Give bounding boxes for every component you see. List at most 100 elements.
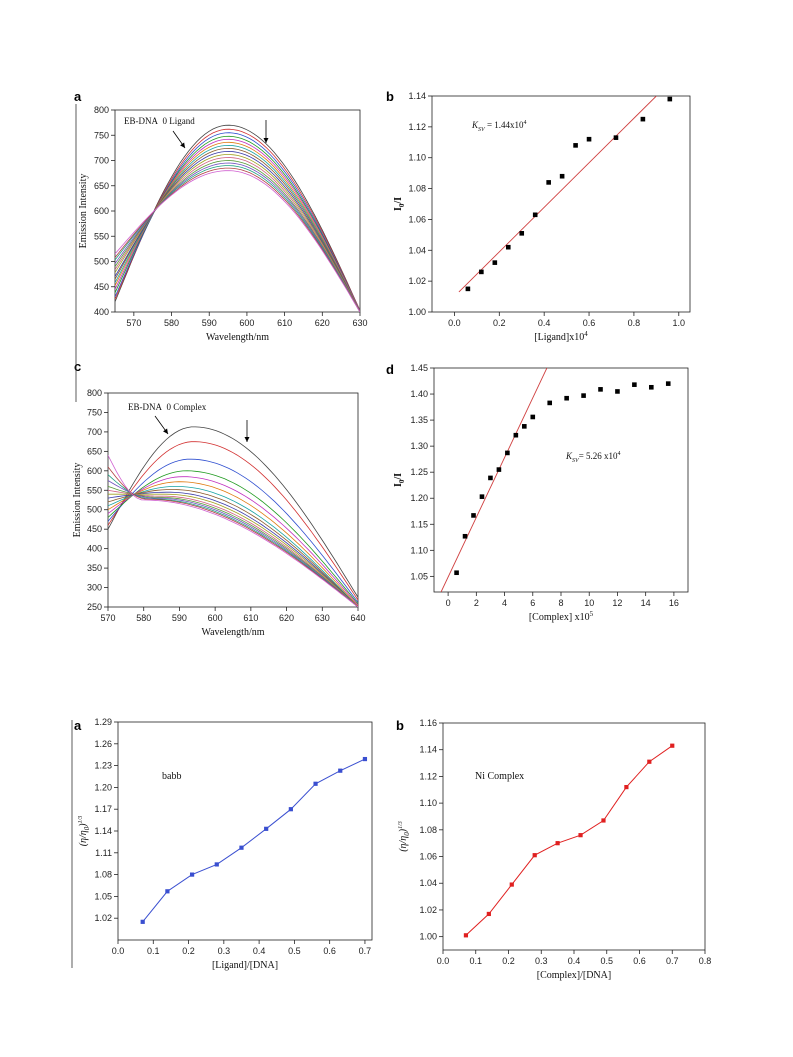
y-tick-label: 1.00 (419, 932, 437, 942)
y-tick-label: 1.02 (94, 913, 112, 923)
y-tick-label: 500 (87, 505, 102, 515)
data-point (613, 135, 619, 140)
spectrum-curve-6 (108, 481, 358, 607)
data-point (649, 384, 654, 390)
spectrum-curve-10 (108, 493, 358, 607)
y-tick-label: 250 (87, 602, 102, 612)
y-tick-label: 1.04 (419, 878, 437, 888)
x-tick-label: 610 (277, 318, 292, 328)
data-point (647, 759, 652, 764)
spectrum-curve-4 (108, 470, 358, 605)
x-tick-label: 0.5 (288, 946, 301, 956)
x-tick-label: 0.8 (699, 956, 712, 966)
plot-frame (117, 721, 373, 941)
panel-letter: a (74, 718, 82, 733)
y-tick-label: 450 (94, 282, 109, 292)
y-tick-label: 1.45 (410, 363, 428, 373)
y-tick-label: 1.14 (408, 91, 426, 101)
chart-annotation: KSV = 1.44x104 (471, 120, 527, 133)
data-point (598, 387, 603, 392)
fit-line (440, 368, 548, 592)
data-point (532, 853, 537, 858)
x-tick-label: 0.2 (502, 956, 515, 966)
data-point (665, 381, 671, 386)
data-point (264, 826, 269, 831)
x-tick-label: 0.2 (493, 318, 506, 328)
x-tick-label: 0.7 (666, 956, 679, 966)
data-point (471, 513, 476, 518)
chart-annotation: KSV= 5.26 x104 (565, 451, 621, 464)
data-point (624, 784, 629, 790)
spectrum-curve-4 (115, 135, 360, 312)
plot-frame (431, 95, 691, 313)
x-tick-label: 0.6 (633, 956, 646, 966)
data-point (288, 807, 293, 812)
data-point (465, 286, 471, 292)
data-point (509, 882, 514, 887)
y-tick-label: 1.00 (408, 307, 426, 317)
spectrum-curve-8 (108, 489, 358, 607)
chart-panel-e: 0.0 0.1 0.2 0.3 0.4 0.5 0.6 0.7 1.02 1.05 1.08 1.11… (74, 717, 373, 971)
x-axis-label: [Complex] x105 (529, 610, 594, 623)
x-tick-label: 0.0 (112, 946, 125, 956)
x-tick-label: 630 (352, 318, 367, 328)
y-tick-label: 600 (87, 466, 102, 476)
y-tick-label: 550 (87, 485, 102, 495)
data-point (313, 781, 318, 786)
data-point (555, 841, 560, 846)
y-axis-label: Emission Intensity (72, 463, 83, 538)
chart-annotation: Ni Complex (475, 771, 524, 782)
y-axis-label: (η/η0)1/3 (78, 816, 91, 847)
trend-arrow-head (263, 138, 269, 143)
data-point (532, 212, 538, 218)
data-point (479, 494, 485, 499)
spectrum-curve-13 (108, 480, 358, 607)
spectrum-curve-2 (108, 441, 358, 601)
x-tick-label: 0.4 (538, 318, 551, 328)
x-tick-label: 600 (239, 318, 254, 328)
spectrum-curve-6 (115, 141, 360, 312)
x-tick-label: 630 (315, 613, 330, 623)
data-point (492, 260, 498, 265)
panel-letter: c (74, 359, 81, 374)
data-point (522, 424, 527, 429)
x-tick-label: 0.8 (628, 318, 641, 328)
x-axis-label: Wavelength/nm (206, 332, 269, 343)
y-tick-label: 1.35 (410, 415, 428, 425)
x-tick-label: 570 (126, 318, 141, 328)
y-tick-label: 1.08 (94, 870, 112, 880)
spectrum-curve-11 (108, 489, 358, 607)
y-tick-label: 1.10 (419, 798, 437, 808)
y-tick-label: 1.25 (410, 467, 428, 477)
data-point (454, 570, 459, 576)
y-tick-label: 1.05 (410, 571, 428, 581)
x-tick-label: 590 (172, 613, 187, 623)
x-tick-label: 0.2 (182, 946, 195, 956)
data-point (496, 467, 502, 472)
panel-letter: b (386, 89, 394, 104)
y-tick-label: 1.15 (410, 519, 428, 529)
chart-panel-c: 570 580 590 600 610 620 630 640 250 300 350 400 450 5… (72, 359, 366, 638)
data-point (640, 116, 646, 122)
spectrum-curve-12 (108, 486, 358, 607)
data-point (505, 450, 510, 456)
series-line (142, 758, 366, 923)
spectrum-curve-8 (115, 147, 360, 312)
annotation-arrow-head (163, 428, 168, 434)
y-tick-label: 1.30 (410, 441, 428, 451)
y-tick-label: 800 (87, 388, 102, 398)
spectrum-curve-1 (115, 124, 360, 311)
x-tick-label: 10 (584, 598, 594, 608)
y-tick-label: 700 (87, 427, 102, 437)
data-point (632, 382, 637, 387)
data-point (581, 393, 586, 398)
y-tick-label: 500 (94, 257, 109, 267)
spectrum-curve-5 (115, 138, 360, 312)
chart-annotation: babb (162, 771, 181, 782)
spectrum-curve-7 (108, 485, 358, 607)
data-point (547, 400, 553, 406)
y-tick-label: 1.12 (408, 122, 426, 132)
data-point (488, 475, 493, 481)
x-tick-label: 0.7 (359, 946, 372, 956)
